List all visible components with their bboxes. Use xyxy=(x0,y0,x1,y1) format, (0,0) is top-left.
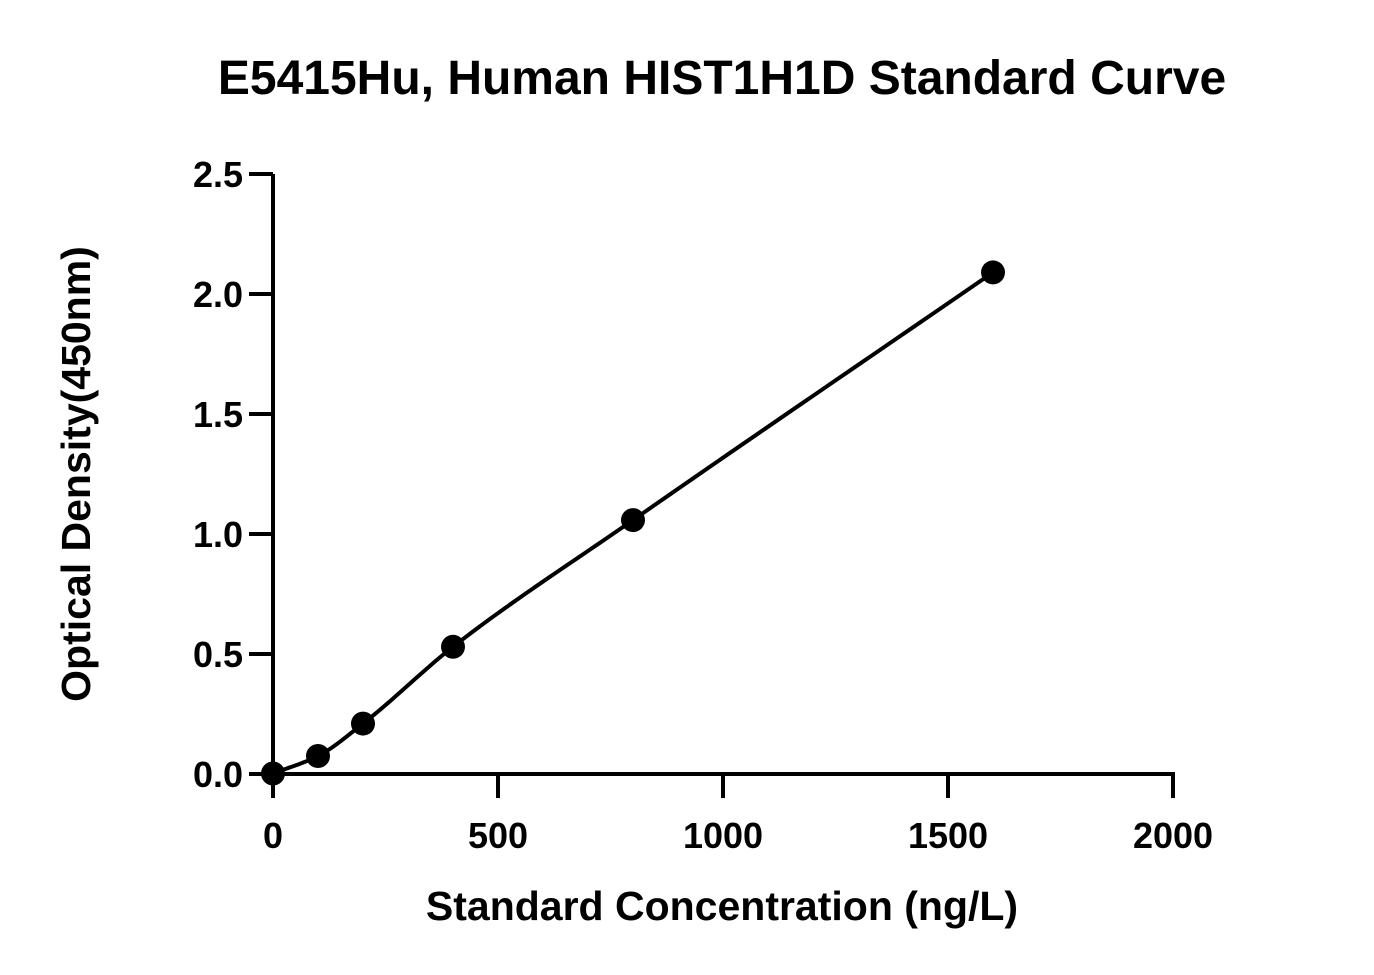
x-tick-label: 1000 xyxy=(683,815,763,856)
y-tick-label: 2.0 xyxy=(193,274,243,315)
data-point xyxy=(981,260,1005,285)
y-tick-label: 2.5 xyxy=(193,154,243,195)
x-tick-label: 2000 xyxy=(1133,815,1213,856)
y-tick-label: 0.5 xyxy=(193,634,243,675)
x-axis-label: Standard Concentration (ng/L) xyxy=(426,883,1018,929)
y-axis-label: Optical Density(450nm) xyxy=(53,246,99,702)
x-tick-label: 0 xyxy=(263,815,283,856)
y-tick-label: 0.0 xyxy=(193,754,243,795)
data-point xyxy=(441,634,465,659)
x-tick-label: 1500 xyxy=(908,815,988,856)
x-axis-ticks: 0 500 1000 1500 2000 xyxy=(263,774,1213,856)
data-point xyxy=(621,508,645,533)
data-point xyxy=(306,744,330,768)
data-point xyxy=(351,711,375,736)
data-points-layer xyxy=(261,260,1005,786)
y-axis-ticks: 0.0 0.5 1.0 1.5 2.0 2.5 xyxy=(193,154,273,795)
y-tick-label: 1.0 xyxy=(193,514,243,555)
chart-title: E5415Hu, Human HIST1H1D Standard Curve xyxy=(218,52,1226,105)
y-tick-label: 1.5 xyxy=(193,394,243,435)
data-point xyxy=(261,761,285,786)
x-tick-label: 500 xyxy=(468,815,528,856)
